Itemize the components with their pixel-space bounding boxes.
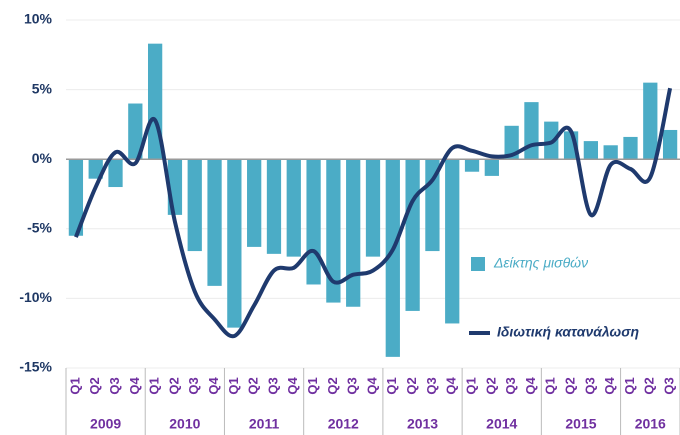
bar xyxy=(108,159,123,188)
x-tick-label: Q4 xyxy=(285,377,300,395)
bar xyxy=(207,159,222,286)
line xyxy=(74,87,673,339)
legend-label: Δείκτης μισθών xyxy=(493,255,588,271)
bar xyxy=(385,159,400,357)
x-tick-label: Q4 xyxy=(444,377,459,395)
x-tick-label: Q3 xyxy=(503,377,518,394)
y-tick-label: 0% xyxy=(32,150,53,166)
x-tick-label: Q1 xyxy=(67,377,82,394)
bar xyxy=(643,82,658,160)
x-tick-label: Q2 xyxy=(563,377,578,394)
x-tick-label: Q4 xyxy=(523,377,538,395)
year-label: 2010 xyxy=(169,416,200,432)
x-tick-label: Q3 xyxy=(186,377,201,394)
bar xyxy=(583,141,599,160)
x-tick-label: Q3 xyxy=(265,377,280,394)
y-tick-label: 5% xyxy=(32,80,53,96)
x-tick-label: Q2 xyxy=(246,377,261,394)
year-label: 2014 xyxy=(486,416,517,432)
y-tick-label: -10% xyxy=(19,289,52,305)
x-tick-label: Q1 xyxy=(226,377,241,394)
x-tick-label: Q2 xyxy=(87,377,102,394)
x-tick-label: Q1 xyxy=(543,377,558,394)
x-tick-label: Q2 xyxy=(166,377,181,394)
bar xyxy=(286,159,301,257)
x-tick-label: Q1 xyxy=(147,377,162,394)
x-tick-label: Q4 xyxy=(127,377,142,395)
legend-label: Ιδιωτική κατανάλωση xyxy=(497,324,639,340)
x-tick-label: Q1 xyxy=(384,377,399,394)
x-tick-label: Q2 xyxy=(483,377,498,394)
year-label: 2009 xyxy=(90,416,121,432)
bar xyxy=(524,102,539,160)
y-tick-label: -5% xyxy=(27,220,52,236)
x-tick-label: Q4 xyxy=(206,377,221,395)
x-tick-label: Q3 xyxy=(107,377,122,394)
x-tick-label: Q2 xyxy=(325,377,340,394)
x-tick-label: Q3 xyxy=(582,377,597,394)
x-tick-label: Q2 xyxy=(642,377,657,394)
bar xyxy=(227,159,242,328)
bar xyxy=(187,159,202,252)
x-tick-label: Q1 xyxy=(622,377,637,394)
bar xyxy=(68,159,84,236)
year-label: 2016 xyxy=(635,416,666,432)
bar xyxy=(88,159,103,179)
bar xyxy=(306,159,321,285)
y-tick-label: 10% xyxy=(24,11,53,27)
bar xyxy=(266,159,282,254)
bar xyxy=(128,103,143,160)
x-tick-label: Q3 xyxy=(424,377,439,394)
year-label: 2015 xyxy=(565,416,596,432)
year-label: 2013 xyxy=(407,416,438,432)
bar xyxy=(464,159,480,172)
bar xyxy=(662,129,678,160)
year-label: 2012 xyxy=(328,416,359,432)
bar xyxy=(405,159,420,311)
legend-swatch xyxy=(471,257,485,271)
bar xyxy=(445,159,460,324)
bar xyxy=(603,145,618,160)
bar xyxy=(484,159,499,176)
bar xyxy=(326,159,341,303)
x-tick-label: Q2 xyxy=(404,377,419,394)
bar xyxy=(504,125,519,160)
x-tick-label: Q4 xyxy=(364,377,379,395)
bar xyxy=(247,159,262,247)
x-tick-label: Q3 xyxy=(662,377,677,394)
x-tick-label: Q4 xyxy=(602,377,617,395)
bar xyxy=(365,159,381,257)
x-tick-label: Q1 xyxy=(463,377,478,394)
year-label: 2011 xyxy=(249,416,280,432)
bar xyxy=(346,159,361,307)
y-tick-label: -15% xyxy=(19,359,52,375)
bar xyxy=(623,136,638,160)
x-tick-label: Q3 xyxy=(345,377,360,394)
x-tick-label: Q1 xyxy=(305,377,320,394)
